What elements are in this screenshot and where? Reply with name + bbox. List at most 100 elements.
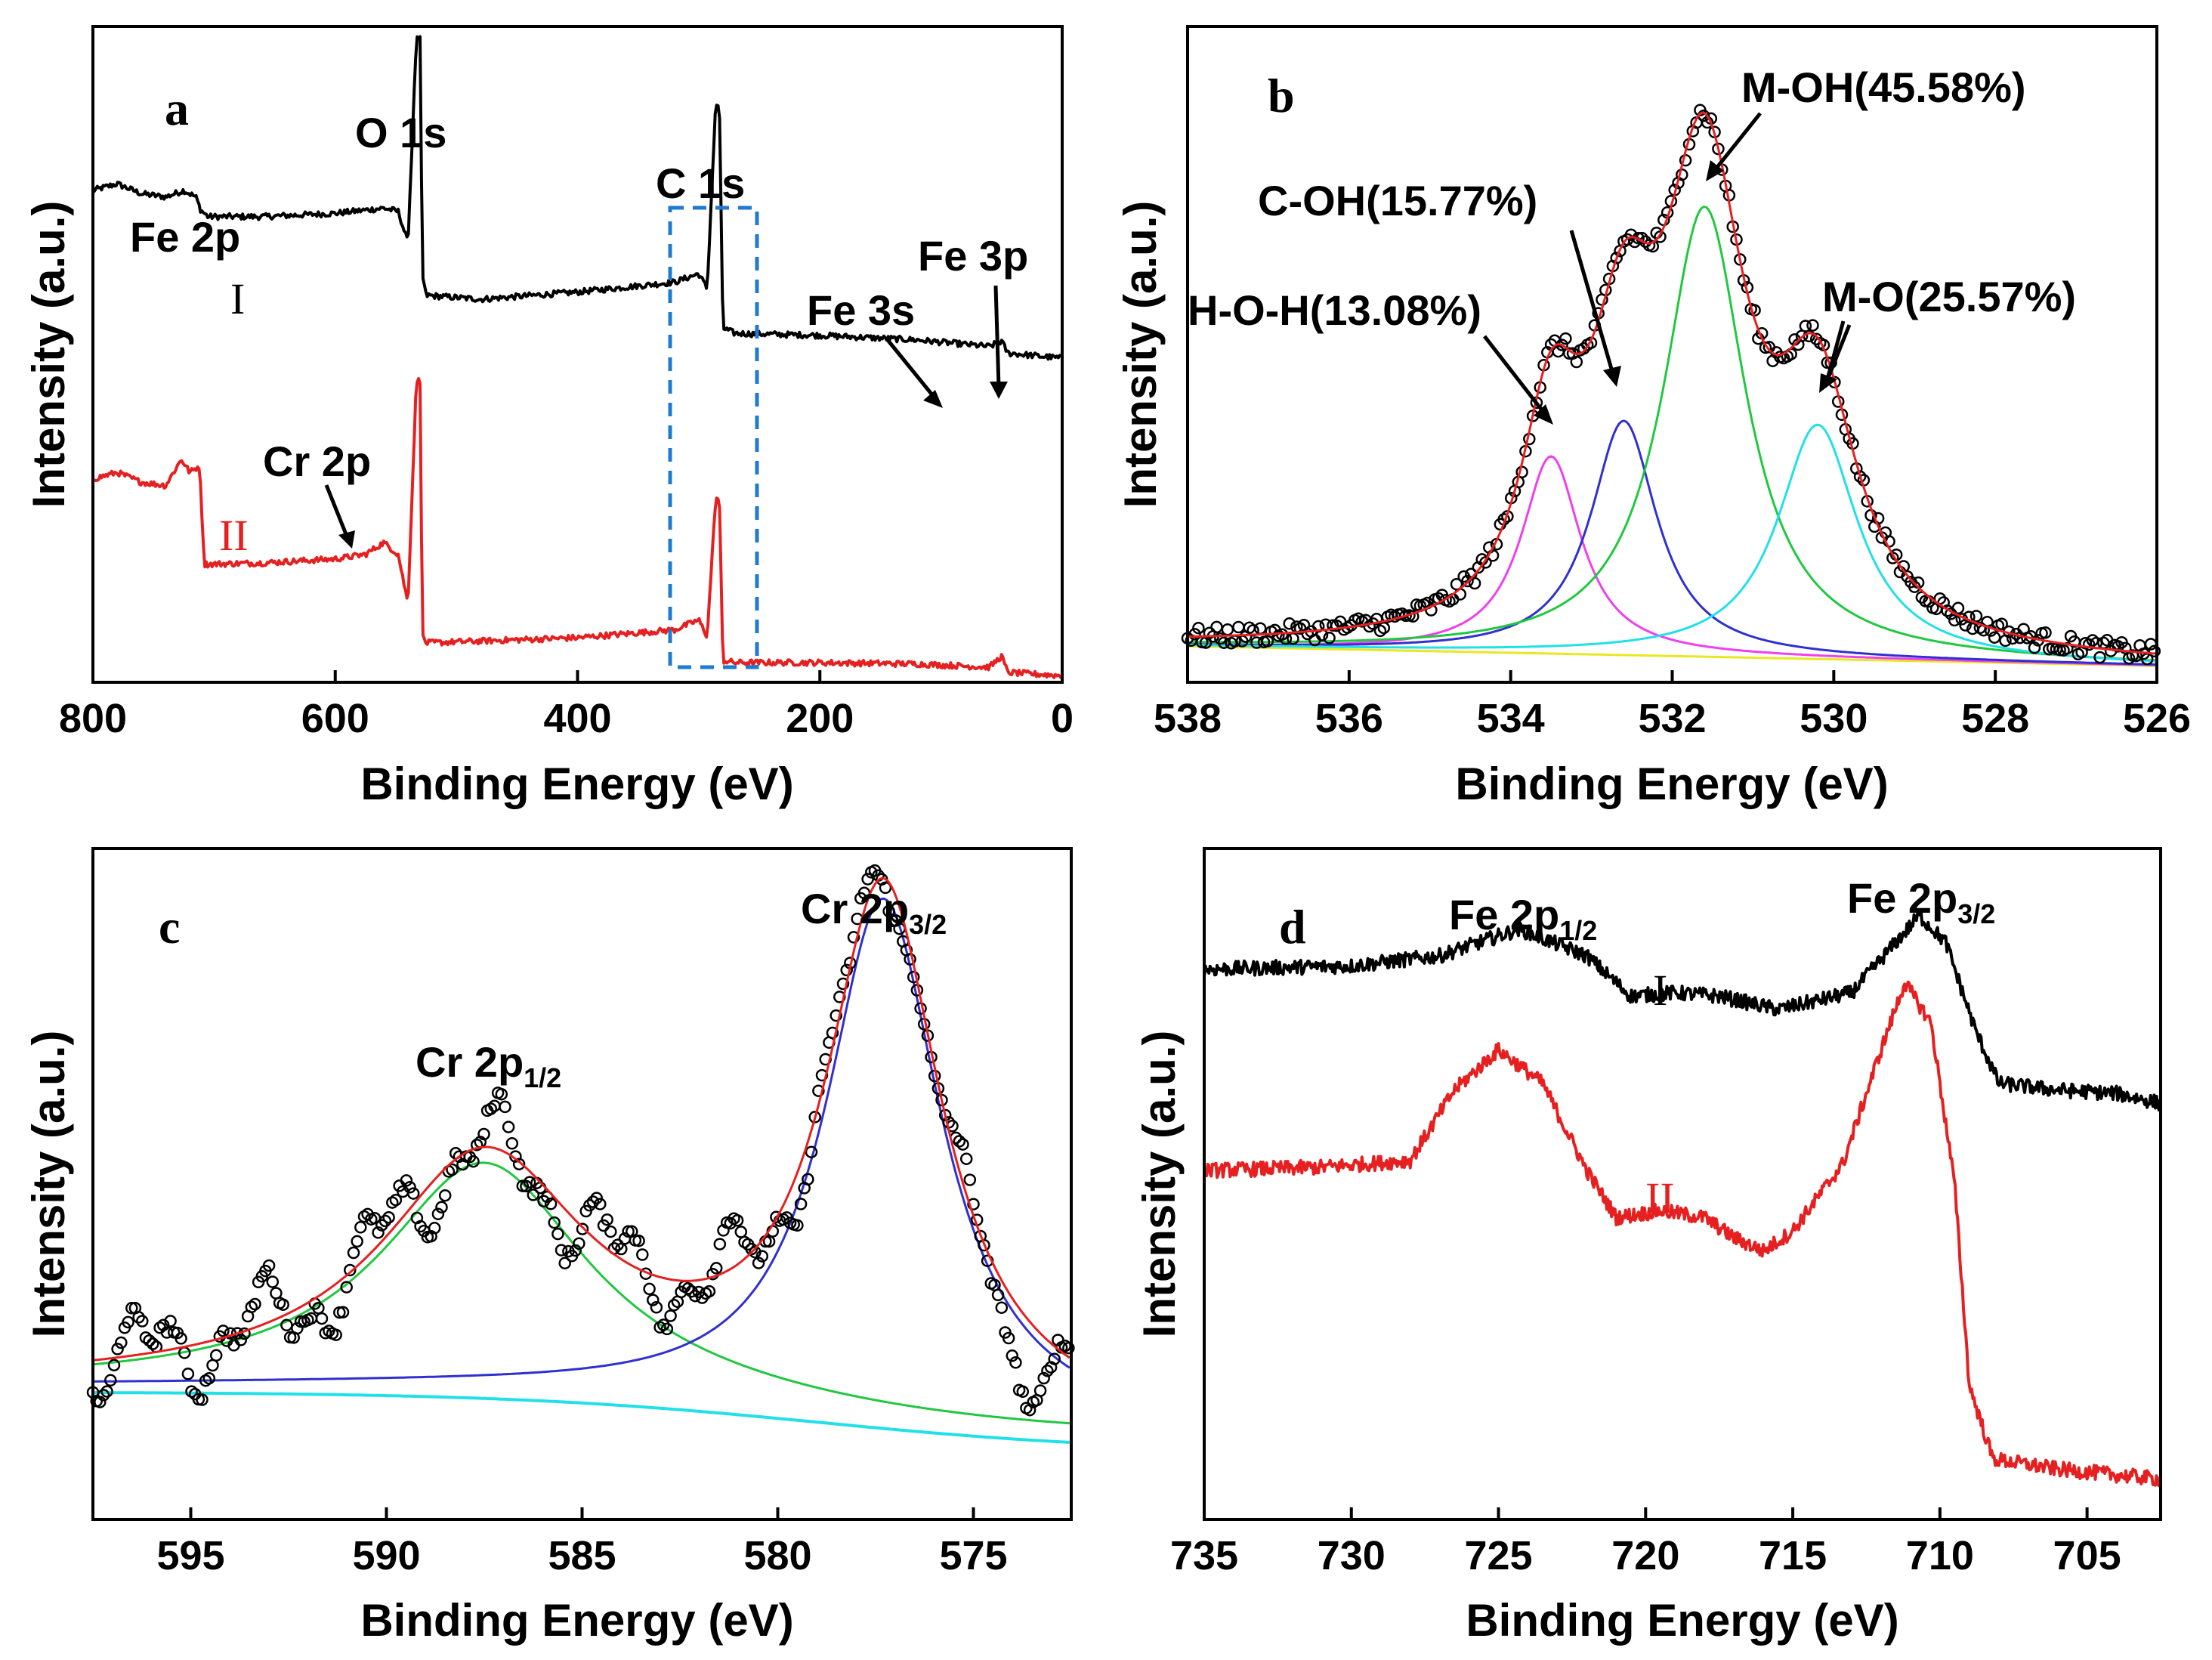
- panel-c: 595 590 585 580 575 c Cr 2p3/2 Cr 2p1/2 Bind…: [23, 847, 1075, 1646]
- cr2p-data-point: [636, 1248, 649, 1261]
- cr2p-data-point: [164, 1315, 177, 1328]
- hoh-arrow: [1483, 335, 1546, 416]
- coh-arrow: [1569, 230, 1615, 375]
- panel-a-xtick-label: 400: [543, 696, 611, 741]
- cr2p-data-point: [196, 1393, 209, 1406]
- cr2p-data-point: [953, 1135, 966, 1148]
- o1s-data-point: [1323, 632, 1336, 645]
- cr2p-data-point: [495, 1087, 508, 1101]
- moh-label: M-OH(45.58%): [1741, 63, 2026, 111]
- o1s-data-point: [1221, 623, 1234, 636]
- cr2p-data-point: [551, 1227, 564, 1241]
- fe2p-label: Fe 2p: [130, 213, 240, 261]
- cr2p-data-point: [403, 1181, 416, 1194]
- cr2p-background: [93, 1391, 1070, 1444]
- cr2p-arrow: [324, 484, 350, 539]
- cr2p-data-point: [132, 1311, 145, 1324]
- panel-b-xtick-label: 536: [1315, 696, 1383, 741]
- cr2p-data-point: [681, 1282, 695, 1295]
- cr2p-data-point: [351, 1235, 363, 1248]
- cr2p-data-point: [94, 1396, 107, 1408]
- panel-d-xtick-label: 710: [1906, 1533, 1974, 1578]
- cr2p-data-point: [147, 1337, 159, 1350]
- o1s-data-point: [1654, 230, 1667, 243]
- panel-d-series: [1203, 910, 2162, 1488]
- panel-c-xtick-label: 590: [352, 1533, 420, 1578]
- panel-c-xtick-label: 585: [548, 1533, 616, 1578]
- cr2p32-main: Cr 2p: [801, 885, 909, 932]
- cr2p-data-point: [378, 1214, 392, 1228]
- cr2p-data-point: [904, 953, 916, 966]
- series-II-label-d: II: [1645, 1173, 1675, 1223]
- cr2p-data-point: [1016, 1385, 1030, 1399]
- panel-d-xtick-label: 735: [1170, 1533, 1238, 1578]
- cr2p-data-point: [660, 1322, 674, 1336]
- cr2p-data-point: [315, 1312, 329, 1325]
- o1s-data-point: [1559, 332, 1572, 345]
- moh-arrow-head: [1706, 160, 1724, 181]
- cr2p-data-point: [594, 1198, 607, 1210]
- fe3s-arrow: [886, 338, 938, 402]
- panel-d-xtick-label: 720: [1611, 1533, 1679, 1578]
- panel-c-ticks: 595 590 585 580 575: [156, 1507, 1008, 1578]
- moh-arrow: [1713, 112, 1762, 172]
- panel-a-xtick-label: 600: [301, 696, 369, 741]
- c1s-label: C 1s: [656, 159, 745, 207]
- cr2p-data-point: [802, 1173, 814, 1186]
- panel-d-xtick-label: 730: [1318, 1533, 1386, 1578]
- cr2p-arrow-head: [338, 530, 355, 549]
- cr2p-data-point: [978, 1238, 990, 1252]
- cr2p-fit-envelope: [92, 876, 1070, 1362]
- fe3p-arrow: [993, 285, 1001, 388]
- cr2p-data-point: [847, 931, 860, 944]
- o1s-data-point: [1853, 470, 1867, 483]
- o1s-data-point: [1646, 240, 1660, 253]
- cr2p-data-point: [470, 1139, 483, 1151]
- cr2p-data-point: [125, 1302, 138, 1315]
- fe3s-arrow-head: [923, 390, 943, 408]
- panel-d-frame: [1203, 847, 2162, 1521]
- o1s-data-point: [2039, 626, 2052, 639]
- cr2p-data-point: [354, 1221, 367, 1234]
- cr2p-data-point: [963, 1173, 977, 1186]
- panel-d-ticks: 735 730 725 720 715 710 705: [1170, 1507, 2121, 1578]
- cr2p-data-point: [959, 1152, 973, 1165]
- cr2p-data-point: [435, 1201, 448, 1214]
- fe2p12-sub: 1/2: [1559, 915, 1597, 946]
- panel-c-frame: [91, 847, 1073, 1521]
- cr2p-data-point: [907, 970, 920, 984]
- panel-b-series: [1181, 104, 2161, 667]
- cr2p-data-point: [604, 1225, 617, 1238]
- cr2p-data-point: [477, 1127, 490, 1141]
- fe2p12-label: Fe 2p1/2: [1449, 891, 1597, 946]
- cr2p-data-point: [502, 1121, 515, 1133]
- cr2p-data-point: [262, 1259, 276, 1272]
- cr2p-data-point: [879, 881, 892, 895]
- cr2p-data-point: [815, 1068, 829, 1082]
- cr2p-data-point: [230, 1327, 244, 1340]
- cr2p-data-point: [139, 1331, 153, 1344]
- panel-a-ylabel: Intensity (a.u.): [23, 201, 74, 509]
- cr2p-data-point: [484, 1102, 498, 1115]
- panel-b-arrows: [1483, 112, 1852, 425]
- fe2p32-label: Fe 2p3/2: [1847, 874, 1995, 929]
- cr2p-data-point: [1041, 1365, 1054, 1377]
- o1s-component-C-OH: [1187, 419, 2158, 666]
- o1s-data-point: [1232, 620, 1245, 634]
- series-I-label-d: I: [1653, 966, 1667, 1015]
- mo-arrow-shaft: [1824, 324, 1852, 382]
- panel-c-xtick-label: 595: [156, 1533, 224, 1578]
- cr2p-data-point: [406, 1187, 420, 1200]
- cr2p-data-point: [344, 1263, 357, 1277]
- cr2p-data-point: [111, 1343, 124, 1356]
- cr2p-data-point: [527, 1189, 540, 1201]
- panel-a: 800 600 400 200 0 a Fe 2p O 1s C 1s Fe 3s Fe…: [23, 25, 1074, 809]
- cr2p-data-point: [548, 1216, 561, 1229]
- o1s-data-point: [1951, 601, 1965, 615]
- cr2p-data-point: [499, 1100, 511, 1114]
- cr2p-data-point: [1009, 1356, 1022, 1369]
- cr2p-data-point: [505, 1137, 519, 1150]
- cr2p-data-point: [791, 1219, 804, 1232]
- cr2p-data-point: [1002, 1331, 1015, 1345]
- cr2p-data-point: [643, 1282, 656, 1296]
